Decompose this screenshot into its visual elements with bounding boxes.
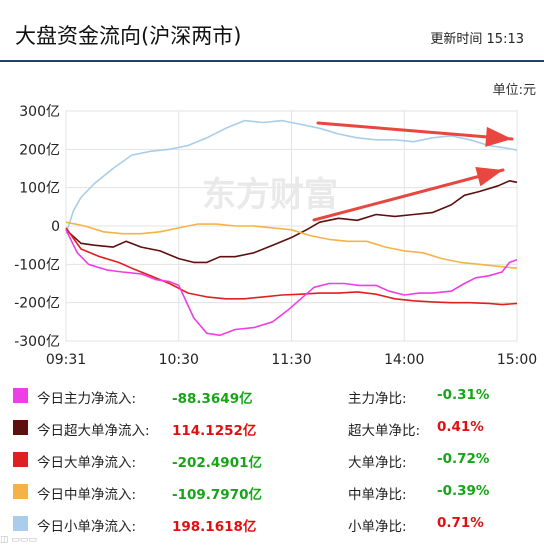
y-tick-label: 100亿	[19, 181, 60, 197]
x-tick-label: 15:00	[497, 352, 537, 368]
series-line	[65, 119, 518, 234]
x-tick-label: 14:00	[384, 352, 424, 368]
header-bar: 大盘资金流向(沪深两市) 更新时间 15:13	[0, 0, 544, 62]
series-line	[65, 227, 518, 306]
y-tick-label: 200亿	[19, 142, 60, 158]
legend-swatch	[13, 452, 28, 467]
series-line	[65, 229, 518, 337]
y-tick-label: 300亿	[19, 104, 60, 120]
legend-row: 今日主力净流入: -88.3649亿 主力净比: -0.31%	[0, 381, 544, 411]
ratio-value: -0.72%	[437, 451, 490, 467]
legend-value: -202.4901亿	[172, 455, 262, 471]
series-line	[65, 180, 518, 264]
legend-swatch	[13, 420, 28, 435]
legend-row: 今日大单净流入: -202.4901亿 大单净比: -0.72%	[0, 445, 544, 475]
ratio-label: 中单净比:	[348, 487, 407, 503]
y-tick-label: -100亿	[14, 257, 60, 273]
legend-swatch	[13, 484, 28, 499]
x-tick-label: 10:30	[159, 352, 199, 368]
legend-row: 今日超大单净流入: 114.1252亿 超大单净比: 0.41%	[0, 413, 544, 443]
annotation-arrow-head	[475, 166, 503, 187]
annotation-arrow-shaft	[312, 168, 505, 222]
update-time-label: 更新时间	[430, 32, 483, 47]
legend-label: 今日小单净流入:	[37, 519, 137, 535]
corner-mark: ◫ ▭▭▭	[0, 535, 37, 545]
legend-swatch	[13, 516, 28, 531]
ratio-label: 主力净比:	[348, 391, 407, 407]
legend-value: 114.1252亿	[172, 423, 257, 439]
watermark-text: 东方财富	[202, 175, 338, 215]
update-time: 更新时间 15:13	[430, 28, 524, 47]
ratio-value: -0.31%	[437, 387, 490, 403]
ratio-label: 大单净比:	[348, 455, 407, 471]
fund-flow-chart: 300亿 200亿 100亿 0 -100亿 -200亿 -300亿 09:31 10:30 11…	[14, 104, 537, 368]
y-tick-label: 0	[51, 219, 60, 235]
ratio-value: 0.71%	[437, 515, 484, 531]
series-line	[65, 221, 518, 269]
x-tick-label: 09:31	[46, 352, 86, 368]
legend-label: 今日主力净流入:	[37, 391, 137, 407]
x-tick-label: 11:30	[271, 352, 311, 368]
y-tick-label: -200亿	[14, 296, 60, 312]
legend-label: 今日中单净流入:	[37, 487, 137, 503]
ratio-label: 小单净比:	[348, 519, 407, 535]
y-tick-label: -300亿	[14, 334, 60, 350]
unit-label: 单位:元	[492, 83, 536, 98]
legend-value: -109.7970亿	[172, 487, 262, 503]
ratio-label: 超大单净比:	[348, 423, 421, 439]
ratio-value: 0.41%	[437, 419, 484, 435]
ratio-value: -0.39%	[437, 483, 490, 499]
legend-value: 198.1618亿	[172, 519, 257, 535]
legend-row: 今日小单净流入: 198.1618亿 小单净比: 0.71%	[0, 509, 544, 539]
legend-row: 今日中单净流入: -109.7970亿 中单净比: -0.39%	[0, 477, 544, 507]
annotation-arrow-shaft	[316, 121, 514, 141]
legend-value: -88.3649亿	[172, 391, 253, 407]
page-title: 大盘资金流向(沪深两市)	[15, 24, 242, 48]
update-time-value: 15:13	[486, 32, 524, 47]
annotation-arrow-head	[485, 126, 512, 147]
legend-swatch	[13, 388, 28, 403]
legend-label: 今日大单净流入:	[37, 455, 137, 471]
legend-label: 今日超大单净流入:	[37, 423, 150, 439]
